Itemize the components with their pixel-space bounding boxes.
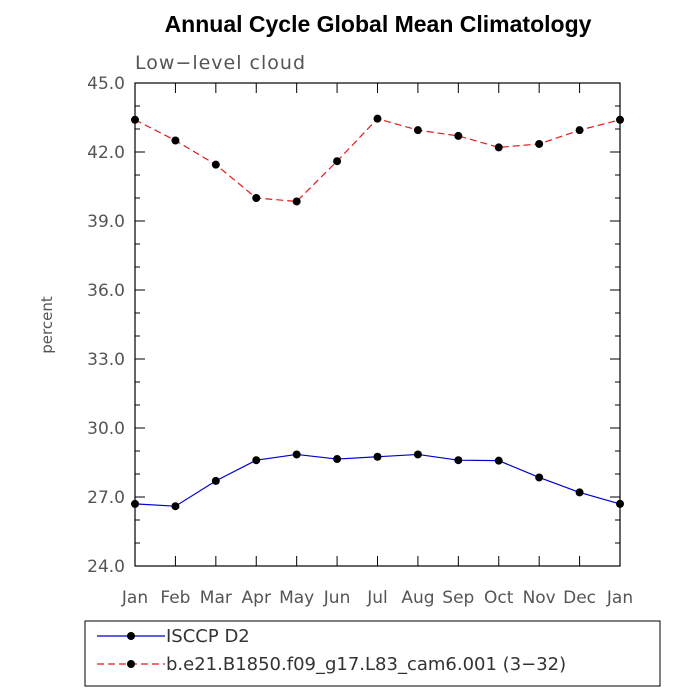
x-tick-label: Jun — [323, 588, 351, 608]
series-2-point — [494, 143, 503, 152]
series-1-point — [575, 488, 584, 497]
x-tick-label: Dec — [563, 588, 596, 608]
plot-frame — [134, 82, 621, 567]
x-tick-label: Jan — [606, 588, 633, 608]
series-2-point — [373, 114, 382, 123]
series-1-point — [373, 452, 382, 461]
y-tick-label: 24.0 — [87, 557, 125, 577]
plot-axes: 24.0 27.0 30.0 33.0 36.0 39.0 42.0 45.0 Jan Feb Ma… — [87, 74, 633, 608]
legend-label-1: ISCCP D2 — [166, 626, 250, 647]
series-2-point — [454, 131, 463, 140]
y-tick-label: 33.0 — [87, 350, 125, 370]
series-2-point — [292, 197, 301, 206]
x-tick-label: Sep — [442, 588, 474, 608]
series-1-point — [454, 456, 463, 465]
chart-title: Annual Cycle Global Mean Climatology — [165, 11, 592, 37]
y-tick-label: 27.0 — [87, 488, 125, 508]
series-2-point — [131, 115, 139, 124]
series-1-point — [494, 456, 503, 465]
y-tick-label: 45.0 — [87, 74, 125, 94]
series-1-point — [616, 499, 624, 508]
x-tick-label: Jan — [121, 588, 148, 608]
y-tick-label: 42.0 — [87, 143, 125, 163]
series-2-point — [211, 160, 220, 169]
series-1-point — [333, 455, 342, 464]
x-tick-label: Oct — [484, 588, 514, 608]
x-tick-label: Nov — [523, 588, 556, 608]
series-2-point — [575, 126, 584, 135]
x-tick-label: Mar — [200, 588, 232, 608]
x-tick-label: Feb — [160, 588, 190, 608]
series-1-point — [413, 450, 422, 459]
chart-subtitle: Low−level cloud — [135, 52, 306, 74]
series-1-point — [131, 499, 139, 508]
series-2-point — [616, 115, 624, 124]
y-tick-label: 39.0 — [87, 212, 125, 232]
series-2-point — [171, 136, 180, 145]
series-1-point — [292, 450, 301, 459]
series-2-point — [413, 126, 422, 135]
x-tick-label: Jul — [366, 588, 388, 608]
x-tick-label: May — [279, 588, 314, 608]
series-1-point — [171, 502, 180, 511]
series-line-2 — [134, 117, 621, 203]
series-2-point — [333, 157, 342, 166]
legend-marker-2 — [127, 660, 135, 668]
x-tick-label: Aug — [401, 588, 434, 608]
legend: ISCCP D2 b.e21.B1850.f09_g17.L83_cam6.001… — [84, 620, 661, 687]
series-line-1 — [134, 453, 621, 507]
x-tick-label: Apr — [242, 588, 271, 608]
y-axis-label: percent — [38, 296, 56, 354]
series-1-point — [535, 473, 544, 482]
y-tick-label: 30.0 — [87, 419, 125, 439]
legend-marker-1 — [127, 632, 135, 640]
legend-label-2: b.e21.B1850.f09_g17.L83_cam6.001 (3−32) — [166, 654, 566, 675]
series-2-point — [252, 194, 261, 202]
series-layer — [131, 114, 624, 511]
legend-box — [84, 620, 661, 687]
series-1-point — [252, 456, 261, 465]
series-2-point — [535, 139, 544, 148]
y-tick-label: 36.0 — [87, 281, 125, 301]
series-1-point — [211, 476, 220, 485]
